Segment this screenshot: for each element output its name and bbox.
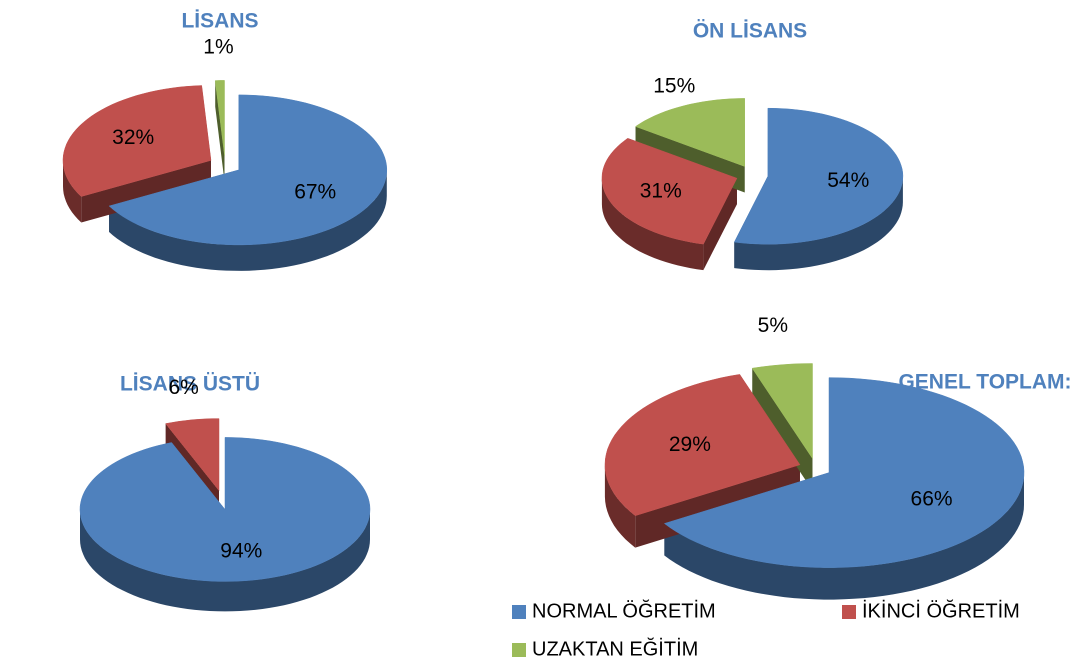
legend-swatch (512, 605, 526, 619)
chart-title: LİSANS ÜSTÜ (120, 373, 260, 396)
legend-swatch (842, 605, 856, 619)
slice (601, 138, 738, 245)
slice (214, 80, 225, 156)
slice (634, 98, 745, 167)
slice (751, 363, 813, 460)
slice-cut (752, 368, 813, 491)
slice-side (601, 178, 704, 271)
legend-label: İKİNCİ ÖĞRETİM (862, 599, 1020, 622)
data-label: 31% (640, 180, 682, 203)
data-label: 1% (203, 35, 233, 58)
slice-side (80, 509, 370, 612)
data-label: 6% (169, 376, 199, 399)
slice-side (734, 176, 903, 271)
slice (733, 107, 904, 245)
legend-label: NORMAL ÖĞRETİM (532, 599, 716, 622)
slice-side (664, 472, 1024, 600)
data-label: 94% (220, 539, 262, 562)
legend-swatch (512, 643, 526, 657)
slice (62, 85, 212, 197)
data-label: 15% (653, 74, 695, 97)
data-label: 66% (911, 488, 953, 511)
slice (79, 437, 371, 582)
slice (604, 374, 801, 516)
data-label: 54% (827, 169, 869, 192)
chart-title: ÖN LİSANS (693, 20, 807, 43)
data-label: 67% (294, 180, 336, 203)
slice (165, 418, 220, 492)
legend-label: UZAKTAN EĞİTİM (532, 637, 698, 660)
slice (663, 377, 1025, 568)
slice-side (109, 169, 387, 271)
chart-title: LİSANS (181, 10, 258, 33)
slice-side (63, 160, 82, 223)
data-label: 32% (112, 126, 154, 149)
slice-cut (215, 80, 225, 182)
data-label: 29% (669, 433, 711, 456)
data-label: 5% (758, 314, 788, 337)
slice-side (604, 464, 636, 548)
chart-title: GENEL TOPLAM: (898, 371, 1071, 394)
slice-cut (703, 178, 737, 271)
slice (108, 94, 388, 246)
